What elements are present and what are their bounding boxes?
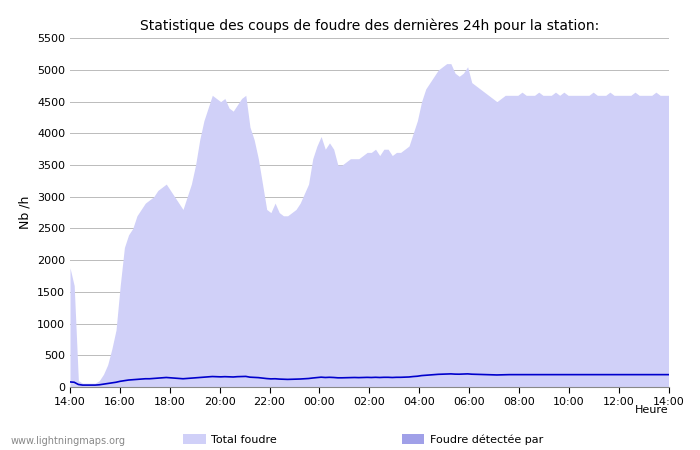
Text: Heure: Heure xyxy=(635,405,668,415)
Title: Statistique des coups de foudre des dernières 24h pour la station:: Statistique des coups de foudre des dern… xyxy=(139,18,599,33)
Y-axis label: Nb /h: Nb /h xyxy=(18,196,32,230)
Legend: Total foudre, Moyenne de toutes les stations, Foudre détectée par: Total foudre, Moyenne de toutes les stat… xyxy=(183,434,543,450)
Text: www.lightningmaps.org: www.lightningmaps.org xyxy=(10,436,125,446)
